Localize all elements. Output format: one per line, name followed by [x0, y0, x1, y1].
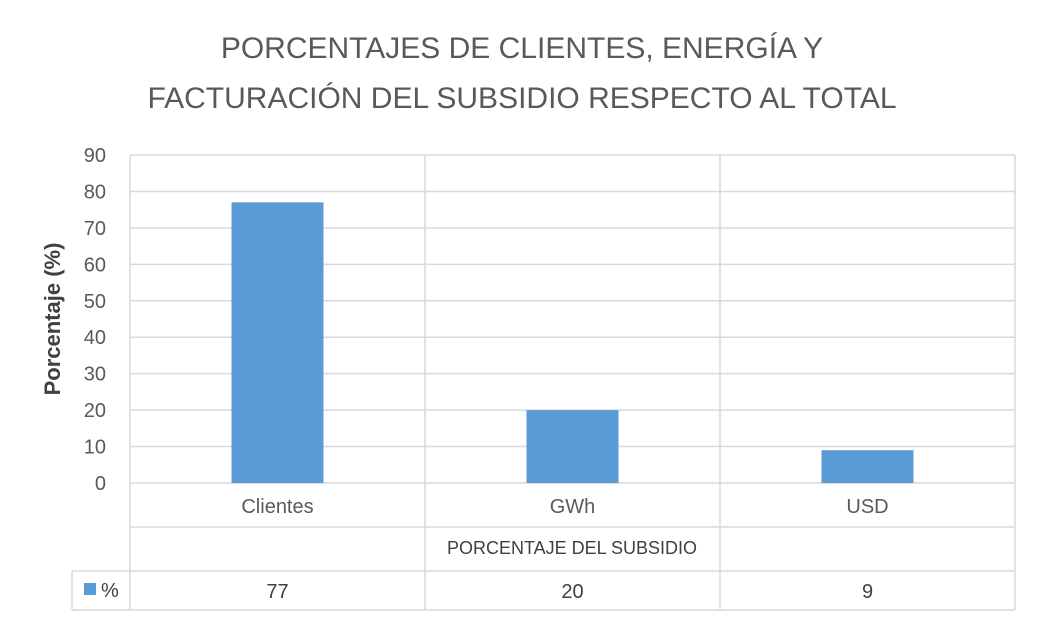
legend-series-name: % [101, 580, 119, 602]
legend-swatch [84, 583, 96, 595]
category-label: Clientes [241, 496, 313, 518]
data-table: % 77 20 9 [84, 580, 873, 603]
y-tick-label: 50 [84, 291, 106, 313]
category-label: USD [846, 496, 888, 518]
y-tick-label: 70 [84, 218, 106, 240]
y-tick-label: 0 [95, 473, 106, 495]
chart-title-line-1: PORCENTAJES DE CLIENTES, ENERGÍA Y [221, 32, 823, 65]
y-tick-label: 60 [84, 254, 106, 276]
chart-title-line-2: FACTURACIÓN DEL SUBSIDIO RESPECTO AL TOT… [147, 82, 896, 115]
y-tick-label: 30 [84, 364, 106, 386]
data-table-value: 77 [266, 581, 288, 603]
bar-usd [821, 450, 914, 483]
y-tick-label: 40 [84, 327, 106, 349]
data-table-value: 9 [862, 581, 873, 603]
y-tick-label: 90 [84, 145, 106, 167]
y-tick-labels: 0 10 20 30 40 50 60 70 80 90 [84, 145, 106, 495]
bar-clientes [231, 202, 324, 483]
category-labels: Clientes GWh USD [241, 496, 888, 518]
y-tick-label: 10 [84, 437, 106, 459]
bars [231, 202, 914, 483]
bar-gwh [526, 410, 619, 483]
y-tick-label: 20 [84, 400, 106, 422]
x-axis-title: PORCENTAJE DEL SUBSIDIO [447, 538, 697, 558]
category-label: GWh [550, 496, 596, 518]
y-axis-title: Porcentaje (%) [40, 243, 65, 396]
data-table-value: 20 [561, 581, 583, 603]
y-tick-label: 80 [84, 181, 106, 203]
